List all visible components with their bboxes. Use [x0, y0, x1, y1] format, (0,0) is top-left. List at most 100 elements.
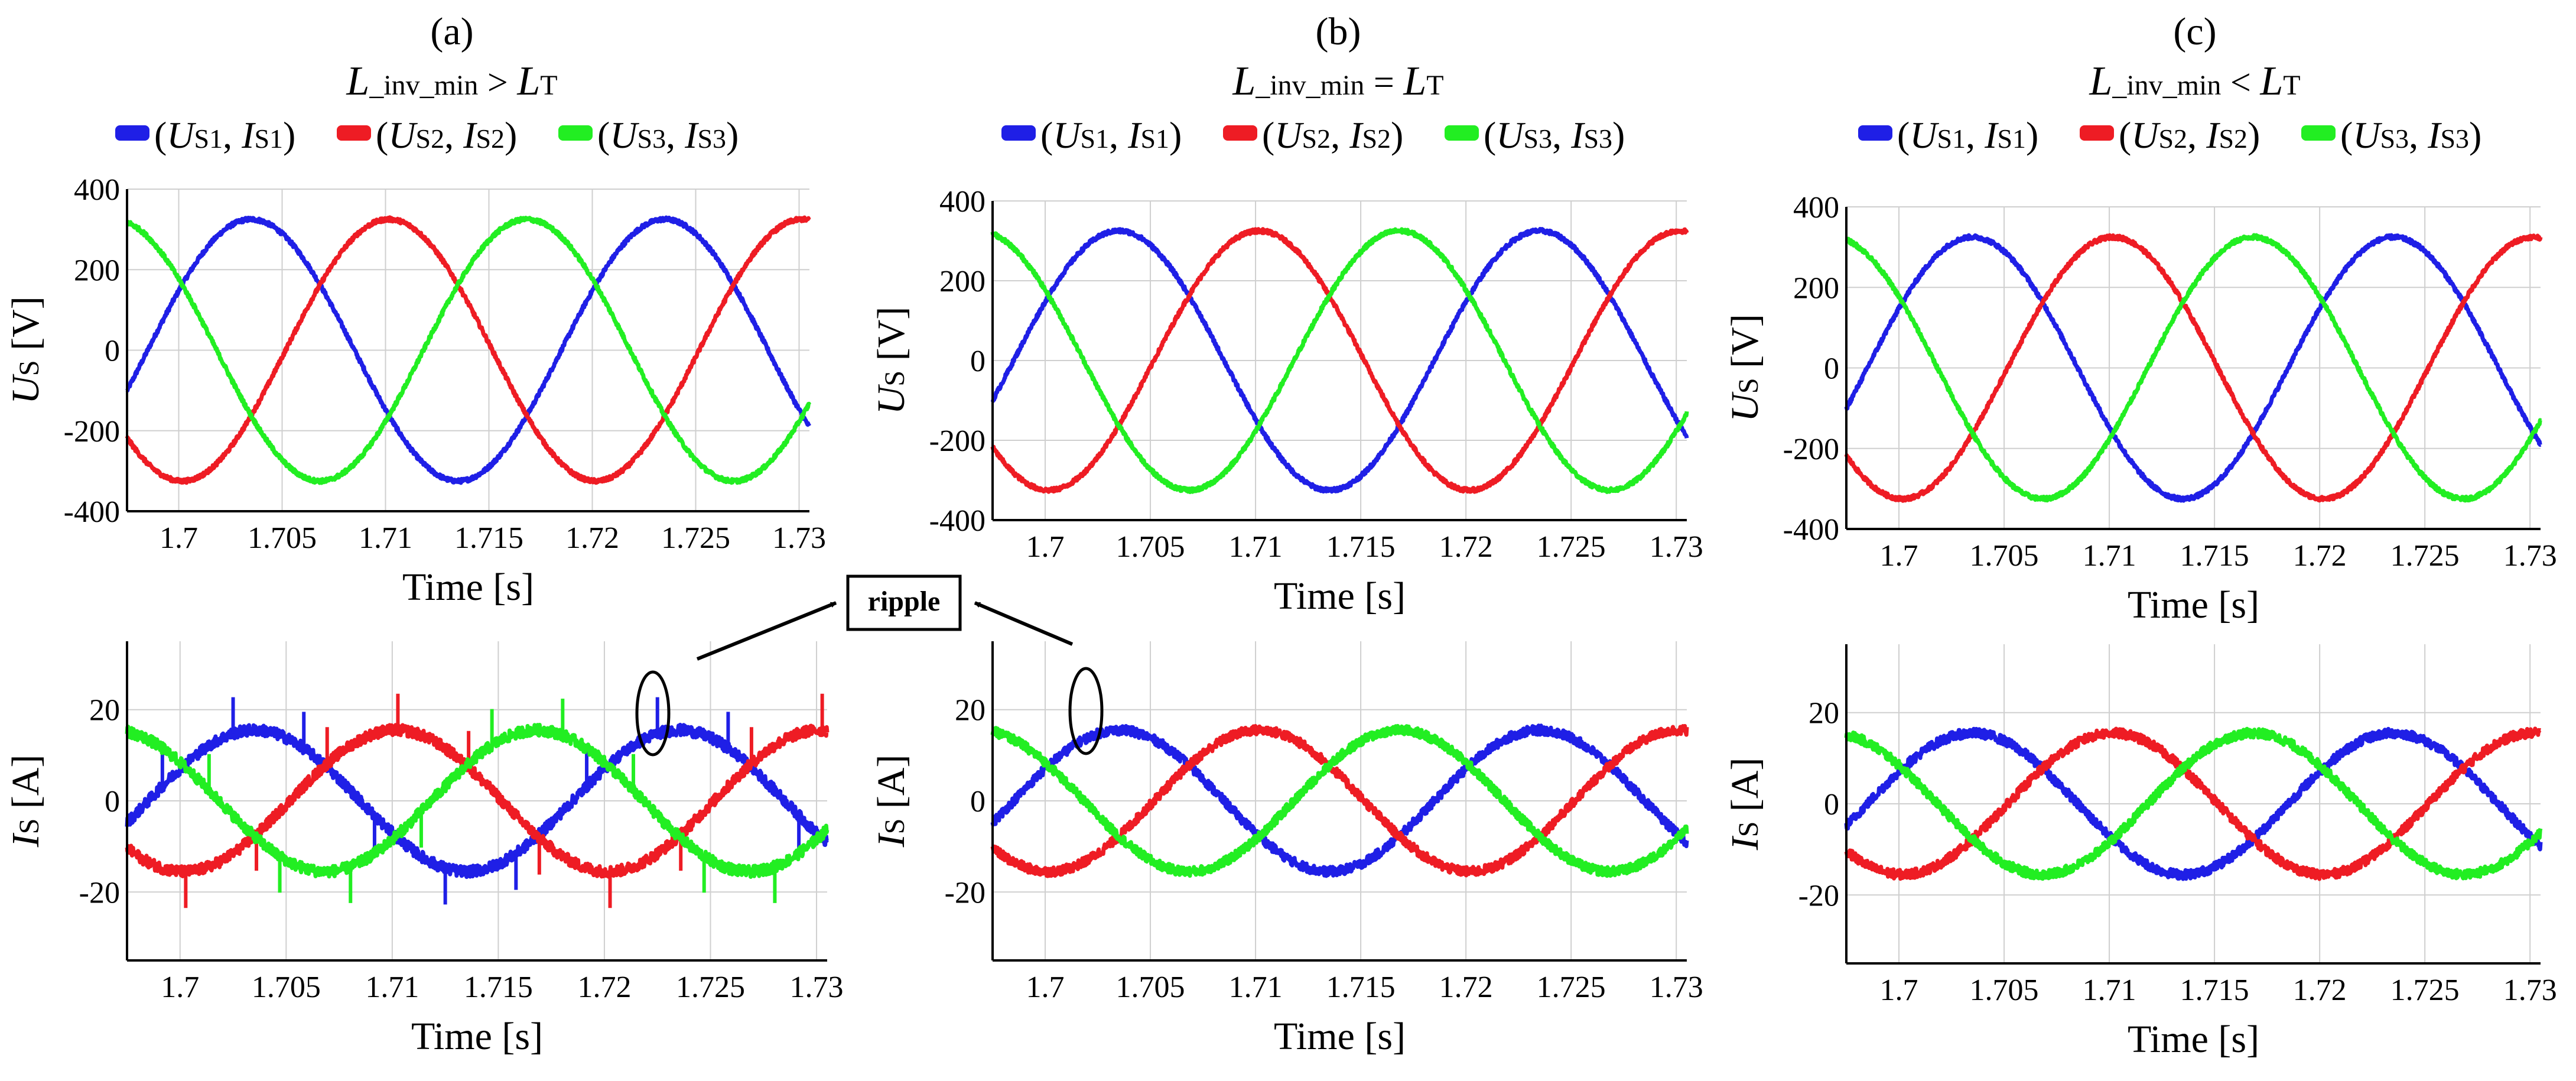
x-tick-label: 1.71	[365, 970, 419, 1004]
x-tick-label: 1.725	[2390, 973, 2460, 1007]
y-tick-label: 0	[105, 335, 120, 368]
legend-entry-phase1: (US1, IS1)	[1040, 114, 1182, 156]
series-us1	[1844, 233, 2542, 503]
ripple-ellipse-b	[1068, 667, 1104, 755]
legend-i: I	[1349, 114, 1364, 156]
x-tick-label: 1.705	[252, 970, 321, 1004]
ripple-arrow-left	[696, 601, 837, 661]
legend-paren: )	[2026, 114, 2038, 156]
y-tick-label: 20	[1809, 697, 1839, 731]
legend-i-sub: S2	[1362, 124, 1391, 154]
legend-entry-phase3: (US3, IS3)	[1484, 114, 1625, 156]
series-us2	[1844, 233, 2543, 503]
x-tick-label: 1.715	[2180, 539, 2249, 573]
series-is3	[990, 723, 1689, 878]
legend-paren: )	[283, 114, 295, 156]
condition-operator: >	[478, 63, 517, 103]
ripple-ellipse-a	[635, 670, 671, 757]
y-tick-label: 20	[955, 694, 985, 728]
legend-entry-phase1: (US1, IS1)	[1897, 114, 2038, 156]
x-tick-label: 1.73	[772, 521, 826, 555]
legend-i-sub: S2	[2219, 124, 2248, 154]
y-tick-label: 400	[939, 185, 985, 219]
series-us2	[990, 227, 1689, 494]
panel-condition: L_inv_min < LT	[2089, 59, 2300, 104]
series-is3	[125, 723, 830, 879]
condition-rhs-subscript: T	[1426, 70, 1443, 101]
y-tick-label: 400	[74, 173, 120, 207]
series-us3	[1845, 233, 2542, 503]
legend-paren: )	[2248, 114, 2260, 156]
legend-paren: )	[505, 114, 517, 156]
legend-i-sub: S3	[2440, 124, 2469, 154]
legend-i-sub: S2	[476, 124, 505, 154]
x-tick-label: 1.7	[160, 521, 198, 555]
x-tick-label: 1.73	[790, 970, 844, 1004]
x-tick-label: 1.725	[676, 970, 745, 1004]
voltage-plot-2: 1.7 1.705 1.71 1.715 1.72 1.725 1.73 400 200 0 -20…	[1723, 191, 2557, 626]
legend-swatch-phase2	[337, 125, 371, 141]
legend-swatch-phase3	[2301, 125, 2336, 141]
condition-symbol: L	[1232, 59, 1256, 104]
series-is1	[990, 723, 1689, 878]
y-axis-label-main: I	[870, 832, 913, 848]
y-tick-label: 0	[105, 785, 120, 819]
x-tick-label: 1.705	[1970, 539, 2039, 573]
legend-sep: ,	[1109, 114, 1128, 156]
y-tick-label: 20	[89, 694, 120, 728]
y-axis-label: US [V]	[4, 296, 47, 404]
legend-swatch-phase3	[1445, 125, 1479, 141]
ripple-annotation: ripple	[635, 574, 1104, 757]
x-tick-label: 1.72	[1439, 970, 1493, 1004]
x-tick-label: 1.715	[454, 521, 523, 555]
legend-i: I	[463, 114, 477, 156]
legend-entry-phase2: (US2, IS2)	[1262, 114, 1403, 156]
x-tick-label: 1.725	[2390, 539, 2460, 573]
x-tick-label: 1.715	[2180, 973, 2249, 1007]
y-axis-label-unit: [V]	[1723, 314, 1767, 378]
legend-entry-phase2: (US2, IS2)	[2119, 114, 2260, 156]
condition-rhs-subscript: T	[2283, 70, 2300, 101]
y-axis-label: IS [A]	[4, 755, 47, 848]
legend-sep: ,	[223, 114, 242, 156]
legend-u-sub: S2	[1302, 124, 1331, 154]
legend-u: U	[167, 114, 196, 156]
y-axis-label: US [V]	[1723, 314, 1767, 422]
legend-i-sub: S1	[1997, 124, 2026, 154]
y-tick-label: 0	[1824, 788, 1839, 822]
condition-operator: =	[1364, 63, 1403, 103]
x-tick-label: 1.73	[2503, 539, 2557, 573]
x-tick-label: 1.7	[1880, 539, 1918, 573]
condition-rhs: L	[2259, 59, 2283, 104]
x-tick-label: 1.73	[1650, 970, 1703, 1004]
y-axis-label-sub: S	[1733, 378, 1764, 394]
x-tick-label: 1.71	[2083, 973, 2136, 1007]
legend-u: U	[1910, 114, 1939, 156]
y-axis-label-unit: [A]	[4, 755, 47, 819]
legend-i-sub: S1	[1140, 124, 1169, 154]
y-tick-label: -200	[64, 415, 120, 449]
x-tick-label: 1.705	[1970, 973, 2039, 1007]
x-tick-label: 1.7	[1880, 973, 1918, 1007]
legend-swatch-phase2	[2080, 125, 2114, 141]
condition-symbol: L	[346, 59, 369, 104]
legend-swatch-phase1	[115, 125, 149, 141]
current-plot-0: 1.7 1.705 1.71 1.715 1.72 1.725 1.73 20 0 -20 Time…	[4, 641, 844, 1058]
legend-u: U	[388, 114, 418, 156]
x-tick-label: 1.72	[565, 521, 619, 555]
series-is3	[1844, 726, 2543, 881]
panel-label: (c)	[2173, 10, 2216, 53]
legend-paren: )	[2469, 114, 2481, 156]
x-tick-label: 1.73	[2503, 973, 2557, 1007]
y-axis-label-main: I	[4, 832, 47, 848]
legend-paren: (	[1897, 114, 1910, 156]
y-axis-label-unit: [V]	[4, 296, 47, 360]
legend-swatch-phase3	[558, 125, 593, 141]
y-tick-label: 200	[1793, 271, 1839, 305]
y-tick-label: -20	[945, 876, 985, 910]
series-us2	[125, 215, 811, 485]
y-axis-label-main: U	[1723, 391, 1767, 422]
legend-entry-phase1: (US1, IS1)	[154, 114, 295, 156]
panel-condition: L_inv_min = LT	[1232, 59, 1443, 104]
